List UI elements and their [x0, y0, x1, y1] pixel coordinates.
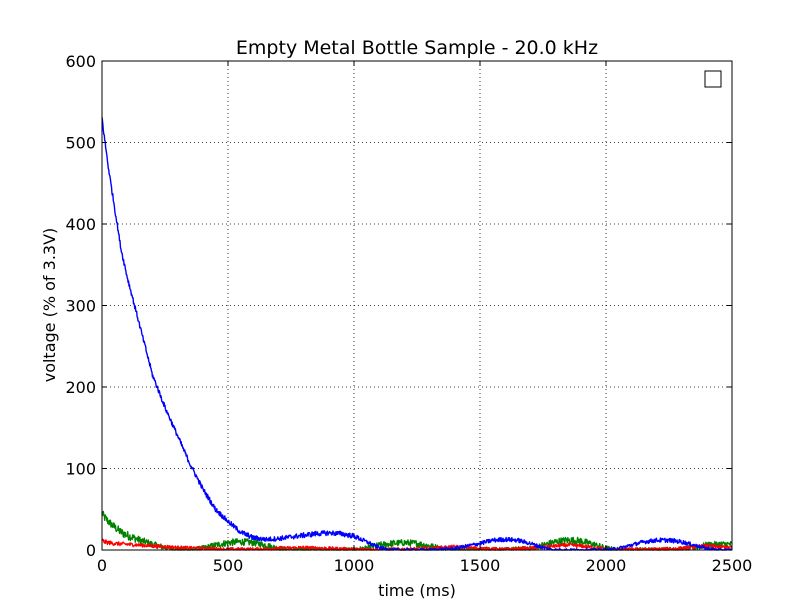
x-tick-label: 2500	[712, 556, 753, 575]
y-tick-label: 0	[86, 541, 96, 560]
y-tick-label: 500	[65, 134, 96, 153]
x-tick-label: 1500	[460, 556, 501, 575]
x-axis-label: time (ms)	[378, 581, 456, 600]
y-tick-label: 600	[65, 52, 96, 71]
x-tick-label: 2000	[586, 556, 627, 575]
y-tick-label: 200	[65, 378, 96, 397]
x-tick-label: 0	[97, 556, 107, 575]
x-tick-label: 500	[213, 556, 244, 575]
chart-title: Empty Metal Bottle Sample - 20.0 kHz	[236, 37, 598, 59]
axis-ticks: 0 500 1000 1500 2000 2500 0 100 200 300 400 500 600	[65, 52, 752, 575]
y-tick-label: 400	[65, 215, 96, 234]
series-line	[101, 538, 733, 551]
x-tick-label: 1000	[334, 556, 375, 575]
grid-lines	[102, 61, 732, 550]
y-tick-label: 100	[65, 460, 96, 479]
y-axis-label: voltage (% of 3.3V)	[40, 228, 59, 383]
y-tick-label: 300	[65, 297, 96, 316]
legend-box	[704, 70, 722, 88]
